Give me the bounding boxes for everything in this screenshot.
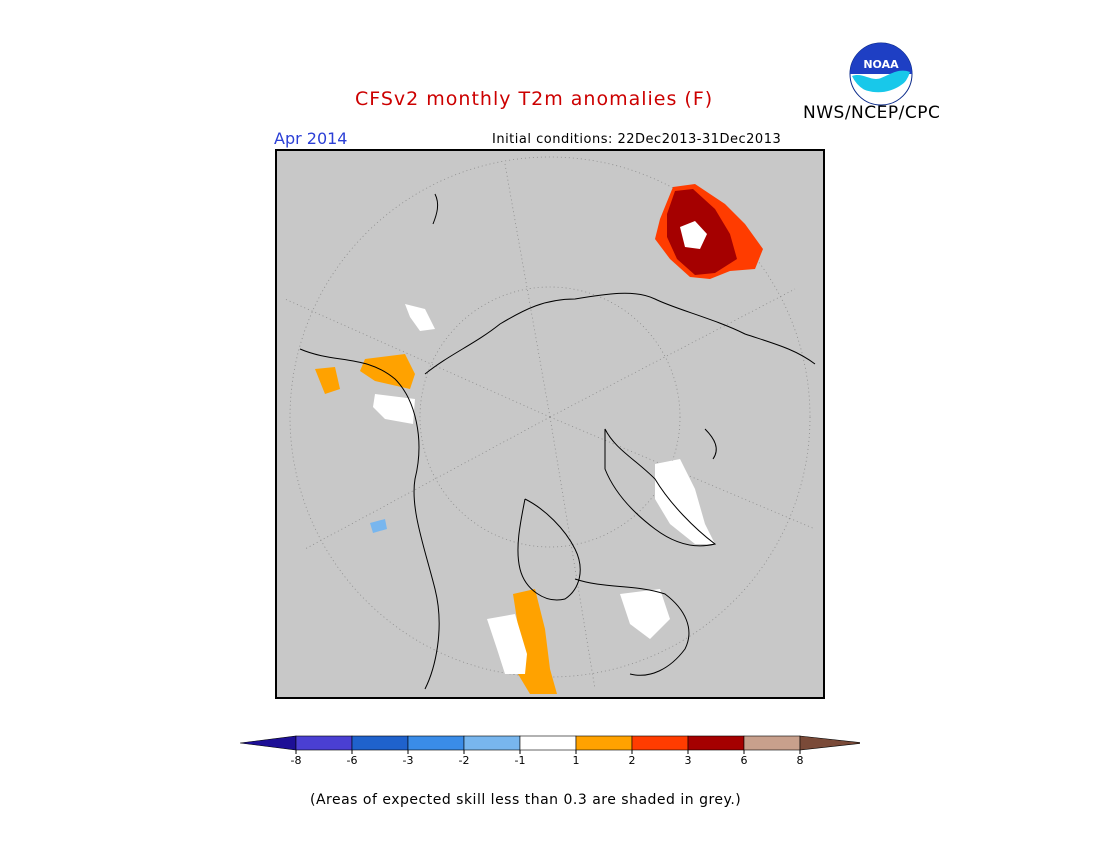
coastlines xyxy=(299,193,816,690)
colorbar-bin xyxy=(351,735,409,751)
colorbar-tick-label: 2 xyxy=(629,754,636,767)
forecast-month: Apr 2014 xyxy=(274,129,348,148)
colorbar-bin xyxy=(743,735,801,751)
patch-white-siberia xyxy=(680,221,707,249)
colorbar-tick-label: 1 xyxy=(573,754,580,767)
colorbar-bin xyxy=(799,735,860,751)
colorbar-bin xyxy=(519,735,577,751)
patch-orange-alaska xyxy=(360,354,415,389)
colorbar-bin xyxy=(463,735,521,751)
colorbar-tick-label: 8 xyxy=(797,754,804,767)
colorbar-tick-label: -1 xyxy=(515,754,526,767)
patch-white-greenland xyxy=(655,459,715,544)
colorbar-bin xyxy=(407,735,465,751)
patch-white-nw xyxy=(405,304,435,331)
initial-conditions: Initial conditions: 22Dec2013-31Dec2013 xyxy=(492,132,782,147)
colorbar-tick-label: -2 xyxy=(459,754,470,767)
polar-map xyxy=(275,149,825,699)
skill-note: (Areas of expected skill less than 0.3 a… xyxy=(310,792,742,808)
colorbar-bin xyxy=(631,735,689,751)
logo-text: NOAA xyxy=(863,58,899,71)
anomaly-patches xyxy=(315,184,763,694)
patch-orange-canada xyxy=(315,367,340,394)
colorbar-tick-label: -8 xyxy=(291,754,302,767)
noaa-logo: NOAA xyxy=(849,42,913,106)
colorbar-tick-label: 3 xyxy=(685,754,692,767)
colorbar-tick-label: 6 xyxy=(741,754,748,767)
patch-white-canada xyxy=(373,394,415,424)
patch-white-scand xyxy=(620,589,670,639)
colorbar-bin xyxy=(295,735,353,751)
colorbar-bin xyxy=(687,735,745,751)
colorbar-bin xyxy=(240,735,297,751)
colorbar: -8 -6 -3 -2 -1 1 2 3 6 8 xyxy=(240,735,860,767)
patch-white-europe xyxy=(487,614,527,674)
agency-label: NWS/NCEP/CPC xyxy=(803,103,941,123)
colorbar-bin xyxy=(575,735,633,751)
colorbar-tick-label: -3 xyxy=(403,754,414,767)
colorbar-tick-label: -6 xyxy=(347,754,358,767)
patch-blue-us xyxy=(370,519,387,533)
chart-title: CFSv2 monthly T2m anomalies (F) xyxy=(355,88,714,110)
